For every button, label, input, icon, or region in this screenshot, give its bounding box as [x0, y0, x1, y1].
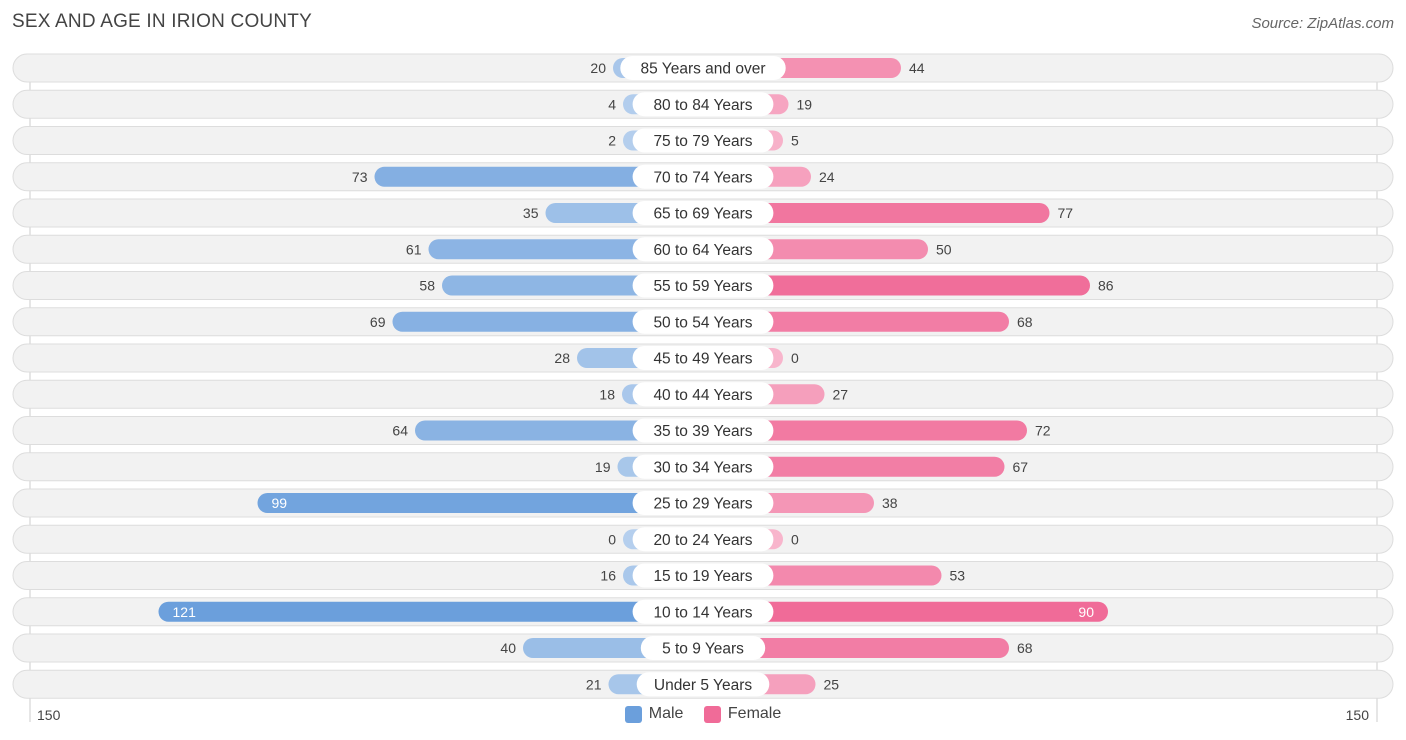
value-label-female: 24	[819, 169, 835, 185]
value-label-male: 121	[173, 604, 197, 620]
category-pill	[632, 128, 774, 153]
category-pill	[632, 563, 774, 588]
bar-female	[703, 420, 1027, 441]
value-label-female: 44	[909, 60, 925, 76]
value-label-female: 0	[791, 531, 799, 547]
bar-female	[703, 275, 1090, 296]
category-pill	[632, 237, 774, 262]
bar-male	[158, 601, 703, 622]
category-pill	[636, 672, 770, 697]
category-label: 15 to 19 Years	[653, 568, 752, 585]
legend-item-male[interactable]: Male	[624, 705, 684, 723]
category-pill	[632, 201, 774, 225]
legend-label-male: Male	[648, 705, 684, 722]
category-label: 30 to 34 Years	[653, 459, 752, 476]
legend-swatch-female	[703, 705, 721, 723]
bar-female	[703, 601, 1108, 622]
category-label: 25 to 29 Years	[653, 496, 752, 513]
value-label-male: 40	[500, 640, 516, 656]
value-label-female: 19	[797, 96, 813, 112]
category-label: 60 to 64 Years	[653, 242, 752, 259]
category-pill	[632, 382, 774, 407]
value-label-female: 53	[950, 568, 966, 584]
bar-female	[703, 311, 1009, 332]
chart-source: Source: ZipAtlas.com	[1251, 15, 1394, 32]
legend-swatch-male	[624, 705, 642, 723]
category-label: 80 to 84 Years	[653, 97, 752, 114]
value-label-male: 20	[590, 60, 606, 76]
bar-male	[415, 420, 703, 441]
value-label-female: 25	[824, 676, 840, 692]
value-label-female: 68	[1017, 640, 1033, 656]
bar-male	[257, 493, 703, 513]
value-label-male: 21	[586, 676, 602, 692]
value-label-female: 0	[791, 350, 799, 366]
bar-male	[374, 166, 703, 187]
category-pill	[620, 56, 786, 80]
value-label-female: 5	[791, 133, 799, 149]
value-label-male: 19	[595, 459, 611, 475]
value-label-female: 90	[1078, 604, 1094, 620]
category-label: 5 to 9 Years	[662, 641, 744, 658]
bar-male	[392, 311, 703, 332]
chart-title: SEX AND AGE IN IRION COUNTY	[12, 11, 312, 32]
category-label: 45 to 49 Years	[653, 351, 752, 368]
category-pill	[632, 92, 774, 117]
value-label-female: 68	[1017, 314, 1033, 330]
value-label-male: 2	[608, 133, 616, 149]
category-pill	[632, 599, 774, 624]
category-label: 70 to 74 Years	[653, 169, 752, 186]
value-label-female: 27	[833, 386, 849, 402]
category-label: 65 to 69 Years	[653, 206, 752, 223]
value-label-female: 50	[936, 241, 952, 257]
category-pill	[632, 273, 774, 298]
category-label: 40 to 44 Years	[653, 387, 752, 404]
value-label-male: 0	[608, 531, 616, 547]
value-label-male: 61	[406, 241, 422, 257]
category-label: 50 to 54 Years	[653, 314, 752, 331]
category-pill	[632, 454, 774, 479]
bar-female	[703, 456, 1005, 477]
x-axis-right-label: 150	[1345, 707, 1369, 723]
value-label-male: 73	[352, 169, 368, 185]
value-label-male: 58	[419, 278, 435, 294]
category-pill	[632, 346, 774, 370]
category-label: 20 to 24 Years	[653, 532, 752, 549]
value-label-female: 72	[1035, 423, 1051, 439]
category-pill	[632, 418, 774, 443]
value-label-male: 99	[272, 495, 288, 511]
category-label: 55 to 59 Years	[653, 278, 752, 295]
legend-label-female: Female	[727, 705, 782, 722]
category-pill	[632, 309, 774, 334]
category-label: 10 to 14 Years	[653, 604, 752, 621]
bar-female	[703, 203, 1050, 223]
category-pill	[640, 636, 766, 660]
legend: Male Female	[0, 705, 1406, 728]
value-label-female: 86	[1098, 278, 1114, 294]
value-label-male: 35	[523, 205, 539, 221]
category-label: 85 Years and over	[641, 61, 766, 78]
category-pill	[632, 527, 774, 552]
category-label: 35 to 39 Years	[653, 423, 752, 440]
value-label-female: 77	[1058, 205, 1074, 221]
x-axis-left-label: 150	[37, 707, 61, 723]
value-label-male: 4	[608, 96, 616, 112]
value-label-male: 18	[599, 386, 615, 402]
value-label-female: 38	[882, 495, 898, 511]
value-label-male: 69	[370, 314, 386, 330]
category-pill	[632, 491, 774, 515]
value-label-male: 16	[600, 568, 616, 584]
value-label-male: 28	[554, 350, 570, 366]
legend-item-female[interactable]: Female	[703, 705, 782, 723]
category-pill	[632, 164, 774, 189]
category-label: Under 5 Years	[654, 677, 752, 694]
value-label-male: 64	[392, 423, 408, 439]
value-label-female: 67	[1013, 459, 1029, 475]
bar-female	[703, 638, 1009, 658]
category-label: 75 to 79 Years	[653, 133, 752, 150]
